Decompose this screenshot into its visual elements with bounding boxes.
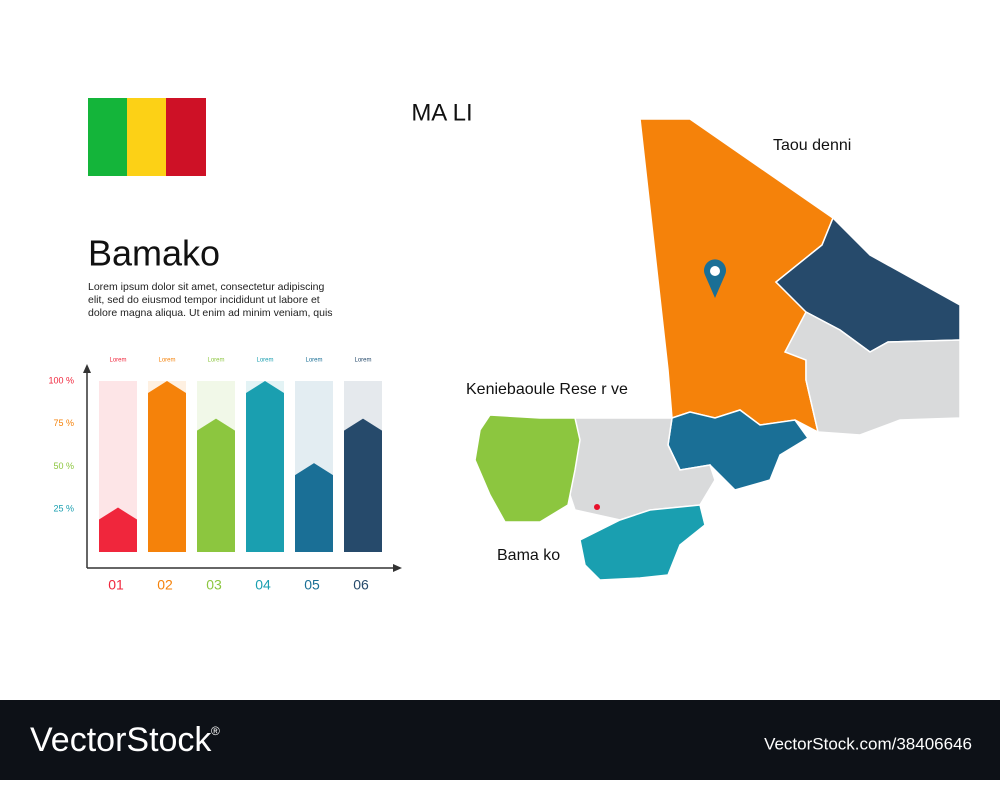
x-tick-label: 04: [255, 577, 271, 593]
x-tick-label: 06: [353, 577, 369, 593]
top-label: Lorem: [256, 358, 273, 364]
top-label: Lorem: [354, 358, 371, 364]
y-tick-label: 25 %: [53, 504, 74, 514]
bar: [197, 418, 235, 552]
map-pin: [704, 259, 726, 298]
description-line: Lorem ipsum dolor sit amet, consectetur …: [88, 281, 325, 293]
bar: [99, 507, 137, 552]
description-line: dolore magna aliqua. Ut enim ad minim ve…: [88, 307, 333, 319]
axes: [83, 364, 402, 572]
x-tick-label: 02: [157, 577, 173, 593]
bar: [148, 381, 186, 552]
top-label: Lorem: [305, 358, 322, 364]
axis-arrow: [83, 364, 91, 373]
flag-green: [88, 98, 128, 176]
city: Bamako: [88, 233, 220, 274]
footer-mark: ®: [211, 724, 220, 738]
capital-dot: [594, 504, 600, 510]
y-tick-label: 50 %: [53, 461, 74, 471]
region: [474, 414, 581, 523]
top-label: Lorem: [109, 358, 126, 364]
map: [474, 118, 961, 581]
region: [564, 417, 716, 521]
map-label: Keniebaoule Rese r ve: [466, 381, 628, 398]
flag: [88, 98, 206, 176]
x-tick-label: 05: [304, 577, 320, 593]
x-tick-label: 01: [108, 577, 124, 593]
flag-red: [166, 98, 206, 176]
y-tick-label: 75 %: [53, 418, 74, 428]
axis-arrow: [393, 564, 402, 572]
x-tick-label: 03: [206, 577, 222, 593]
region: [783, 310, 961, 436]
y-tick-label: 100 %: [48, 375, 74, 385]
footer: [0, 700, 1000, 780]
flag-yellow: [127, 98, 167, 176]
map-pin-hole: [710, 266, 720, 276]
bar: [295, 463, 333, 552]
region: [579, 504, 706, 581]
footer-brand: VectorStock: [30, 721, 212, 759]
map-label: Bama ko: [497, 547, 560, 564]
map-label: Taou denni: [773, 137, 851, 154]
title: MA LI: [411, 99, 472, 126]
top-label: Lorem: [158, 358, 175, 364]
bar: [344, 418, 382, 552]
description-line: elit, sed do eiusmod tempor incididunt u…: [88, 294, 320, 306]
bar: [246, 381, 284, 552]
footer-id: VectorStock.com/38406646: [764, 734, 972, 753]
top-label: Lorem: [207, 358, 224, 364]
